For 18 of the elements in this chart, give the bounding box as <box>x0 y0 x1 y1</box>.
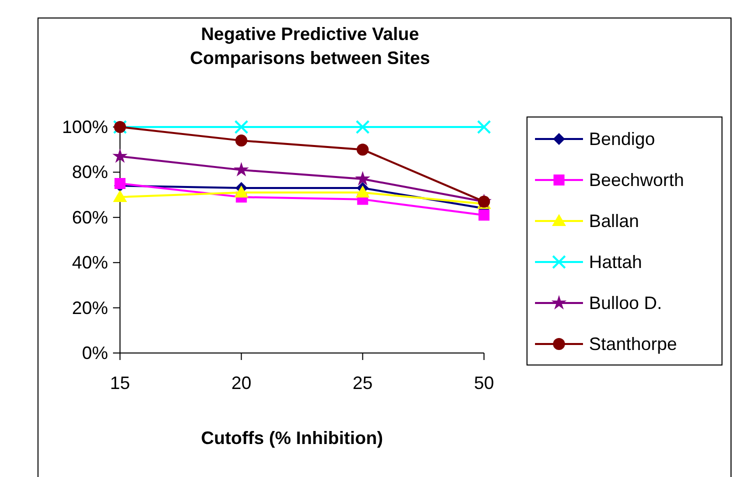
y-tick-label: 0% <box>82 343 108 363</box>
legend-label: Beechworth <box>589 170 684 190</box>
legend-label: Bulloo D. <box>589 293 662 313</box>
legend-label: Stanthorpe <box>589 334 678 354</box>
y-tick-label: 20% <box>72 298 108 318</box>
x-tick-label: 20 <box>231 373 252 393</box>
x-tick-label: 25 <box>352 373 373 393</box>
x-tick-label: 15 <box>110 373 130 393</box>
legend-label: Bendigo <box>589 129 656 149</box>
x-axis-title: Cutoffs (% Inhibition) <box>201 428 383 448</box>
y-tick-label: 40% <box>72 252 108 273</box>
legend-label: Ballan <box>589 211 640 231</box>
legend-label: Hattah <box>589 252 642 272</box>
y-tick-label: 80% <box>72 162 108 182</box>
chart-title: Negative Predictive Value Comparisons between Sites <box>190 24 430 68</box>
y-tick-label: 100% <box>62 117 108 137</box>
y-tick-label: 60% <box>72 207 108 228</box>
x-tick-label: 50 <box>474 373 494 393</box>
